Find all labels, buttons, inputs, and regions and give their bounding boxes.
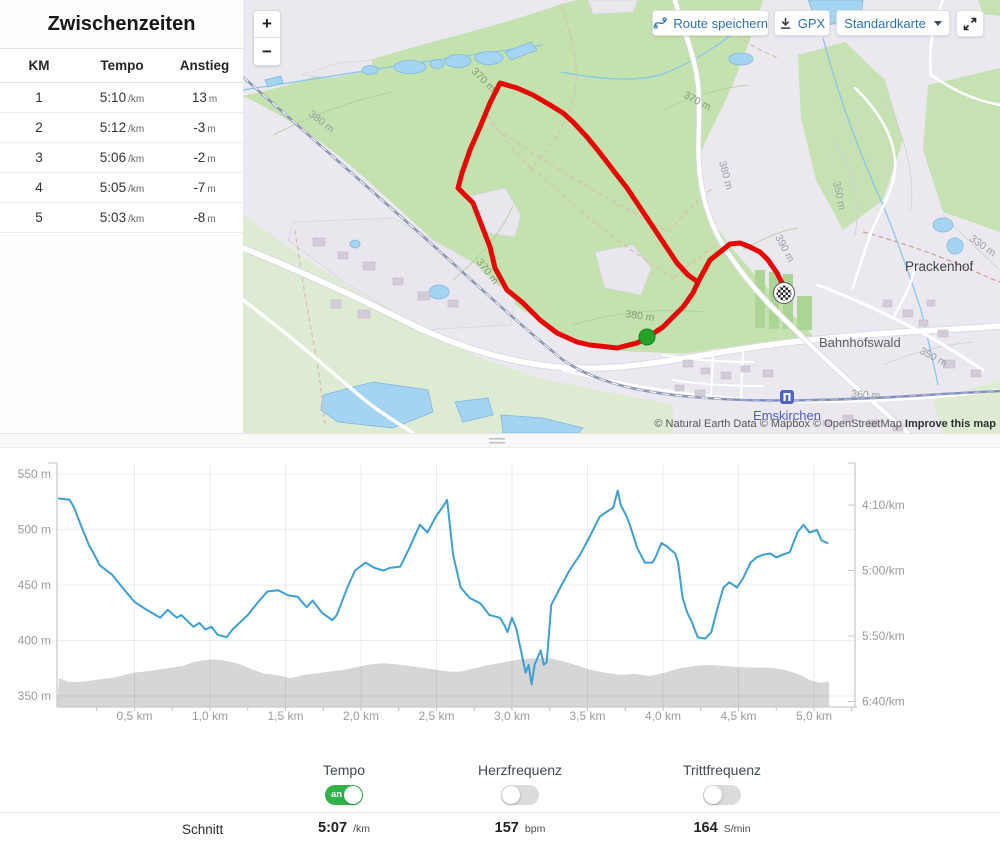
x-axis-label: 1,0 km <box>192 709 228 723</box>
save-route-label: Route speichern <box>673 15 768 31</box>
switch-knob <box>703 786 722 804</box>
split-row[interactable]: 4 5:05/km -7 m <box>0 172 243 203</box>
map-railway <box>243 76 1000 402</box>
left-axis-label: 550 m <box>18 467 51 481</box>
finish-marker[interactable] <box>773 282 795 304</box>
x-axis-label: 1,5 km <box>267 709 303 723</box>
map-roads <box>243 0 1000 433</box>
x-axis-label: 5,0 km <box>796 709 832 723</box>
splits-panel: Zwischenzeiten KM Tempo Anstieg 1 5:10/k… <box>0 0 243 433</box>
start-marker[interactable] <box>638 328 656 346</box>
label-emskirchen: Emskirchen <box>753 408 821 423</box>
splits-table: KM Tempo Anstieg 1 5:10/km 13 m 2 5:12/km … <box>0 48 243 233</box>
x-axis-label: 3,0 km <box>494 709 530 723</box>
map-style-dropdown[interactable]: Standardkarte <box>836 10 950 36</box>
split-row[interactable]: 3 5:06/km -2 m <box>0 142 243 173</box>
cadence-toggle-label: Trittfrequenz <box>682 762 762 778</box>
x-axis-label: 4,0 km <box>645 709 681 723</box>
label-prackenhof: Prackenhof <box>905 259 974 274</box>
x-axis-label: 2,5 km <box>418 709 454 723</box>
elevation-area <box>57 658 830 707</box>
x-axis-label: 2,0 km <box>343 709 379 723</box>
chevron-down-icon <box>933 20 942 26</box>
contour-label: 380 m <box>625 308 656 324</box>
map-attribution: © Natural Earth Data © Mapbox © OpenStre… <box>654 418 996 430</box>
right-axis-label: 5:50/km <box>862 629 905 643</box>
heartrate-toggle-label: Herzfrequenz <box>477 762 563 778</box>
summary-row: Schnitt 5:07 /km 157 bpm 164 S/min <box>0 812 1000 841</box>
station-icon <box>780 390 794 404</box>
left-axis-label: 500 m <box>18 523 51 537</box>
avg-hr-value: 157 bpm <box>494 820 546 836</box>
summary-label: Schnitt <box>182 822 224 837</box>
map-chart-divider <box>0 433 1000 448</box>
right-axis-label: 4:10/km <box>862 498 905 512</box>
label-bahnhofswald: Bahnhofswald <box>819 335 901 350</box>
fullscreen-button[interactable] <box>956 10 984 37</box>
right-axis-label: 6:40/km <box>862 695 905 709</box>
col-header-anstieg: Anstieg <box>166 48 243 83</box>
col-header-tempo: Tempo <box>78 48 166 83</box>
col-header-km: KM <box>0 48 78 83</box>
gpx-download-button[interactable]: GPX <box>774 10 830 36</box>
avg-pace-value: 5:07 /km <box>318 820 370 836</box>
improve-map-link[interactable]: Improve this map <box>905 418 996 430</box>
splits-title: Zwischenzeiten <box>47 13 196 35</box>
x-axis-label: 4,5 km <box>720 709 756 723</box>
save-route-button[interactable]: Route speichern <box>652 10 769 36</box>
x-axis-label: 0,5 km <box>116 709 152 723</box>
heartrate-toggle-group: Herzfrequenz <box>478 762 562 805</box>
left-axis-label: 400 m <box>18 634 51 648</box>
route-polyline <box>455 80 787 351</box>
split-row[interactable]: 1 5:10/km 13 m <box>0 82 243 113</box>
heartrate-switch[interactable] <box>500 785 539 805</box>
expand-icon <box>963 17 977 30</box>
map-zoom-control: + − <box>253 10 281 66</box>
chart-canvas: 550 m 500 m 450 m 400 m 350 m 4:10/km 5:00/km 5… <box>18 462 905 723</box>
tempo-switch[interactable]: an <box>325 785 363 805</box>
avg-cadence-value: 164 S/min <box>693 820 751 836</box>
zoom-in-button[interactable]: + <box>254 11 280 38</box>
download-icon <box>780 17 790 29</box>
route-map[interactable]: 380 m 370 m 380 m 370 m 370 m 380 m 390 m 350 m… <box>243 0 1000 433</box>
series-toggles: Tempo an Herzfrequenz Trittfrequenz <box>0 762 1000 808</box>
gpx-label: GPX <box>797 15 826 31</box>
x-axis-label: 3,5 km <box>569 709 605 723</box>
map-place-labels: Prackenhof Bahnhofswald Emskirchen © Nat… <box>654 259 996 430</box>
map-trails <box>294 5 1000 426</box>
pace-line <box>58 489 829 686</box>
switch-knob <box>344 786 362 804</box>
contour-label: 360 m <box>851 388 881 402</box>
map-fields <box>243 0 1000 433</box>
split-row[interactable]: 5 5:03/km -8 m <box>0 202 243 233</box>
contour-label: 350 m <box>830 180 848 211</box>
switch-knob <box>501 786 520 804</box>
route-icon <box>653 17 667 29</box>
map-style-label: Standardkarte <box>844 15 926 31</box>
tempo-toggle-group: Tempo an <box>323 762 365 805</box>
zoom-out-button[interactable]: − <box>262 41 272 61</box>
split-row[interactable]: 2 5:12/km -3 m <box>0 112 243 143</box>
switch-on-text: an <box>331 789 343 800</box>
cadence-switch[interactable] <box>702 785 741 805</box>
map-forest <box>243 0 817 354</box>
left-axis-label: 450 m <box>18 578 51 592</box>
right-axis-label: 5:00/km <box>862 564 905 578</box>
elevation-pace-chart[interactable]: 550 m 500 m 450 m 400 m 350 m 4:10/km 5:00/km 5… <box>0 448 1000 740</box>
cadence-toggle-group: Trittfrequenz <box>683 762 761 805</box>
tempo-toggle-label: Tempo <box>322 762 366 778</box>
map-buildings <box>312 237 982 432</box>
map-streams <box>243 13 939 386</box>
left-axis-label: 350 m <box>18 689 51 703</box>
resize-grip-icon[interactable] <box>489 438 505 445</box>
